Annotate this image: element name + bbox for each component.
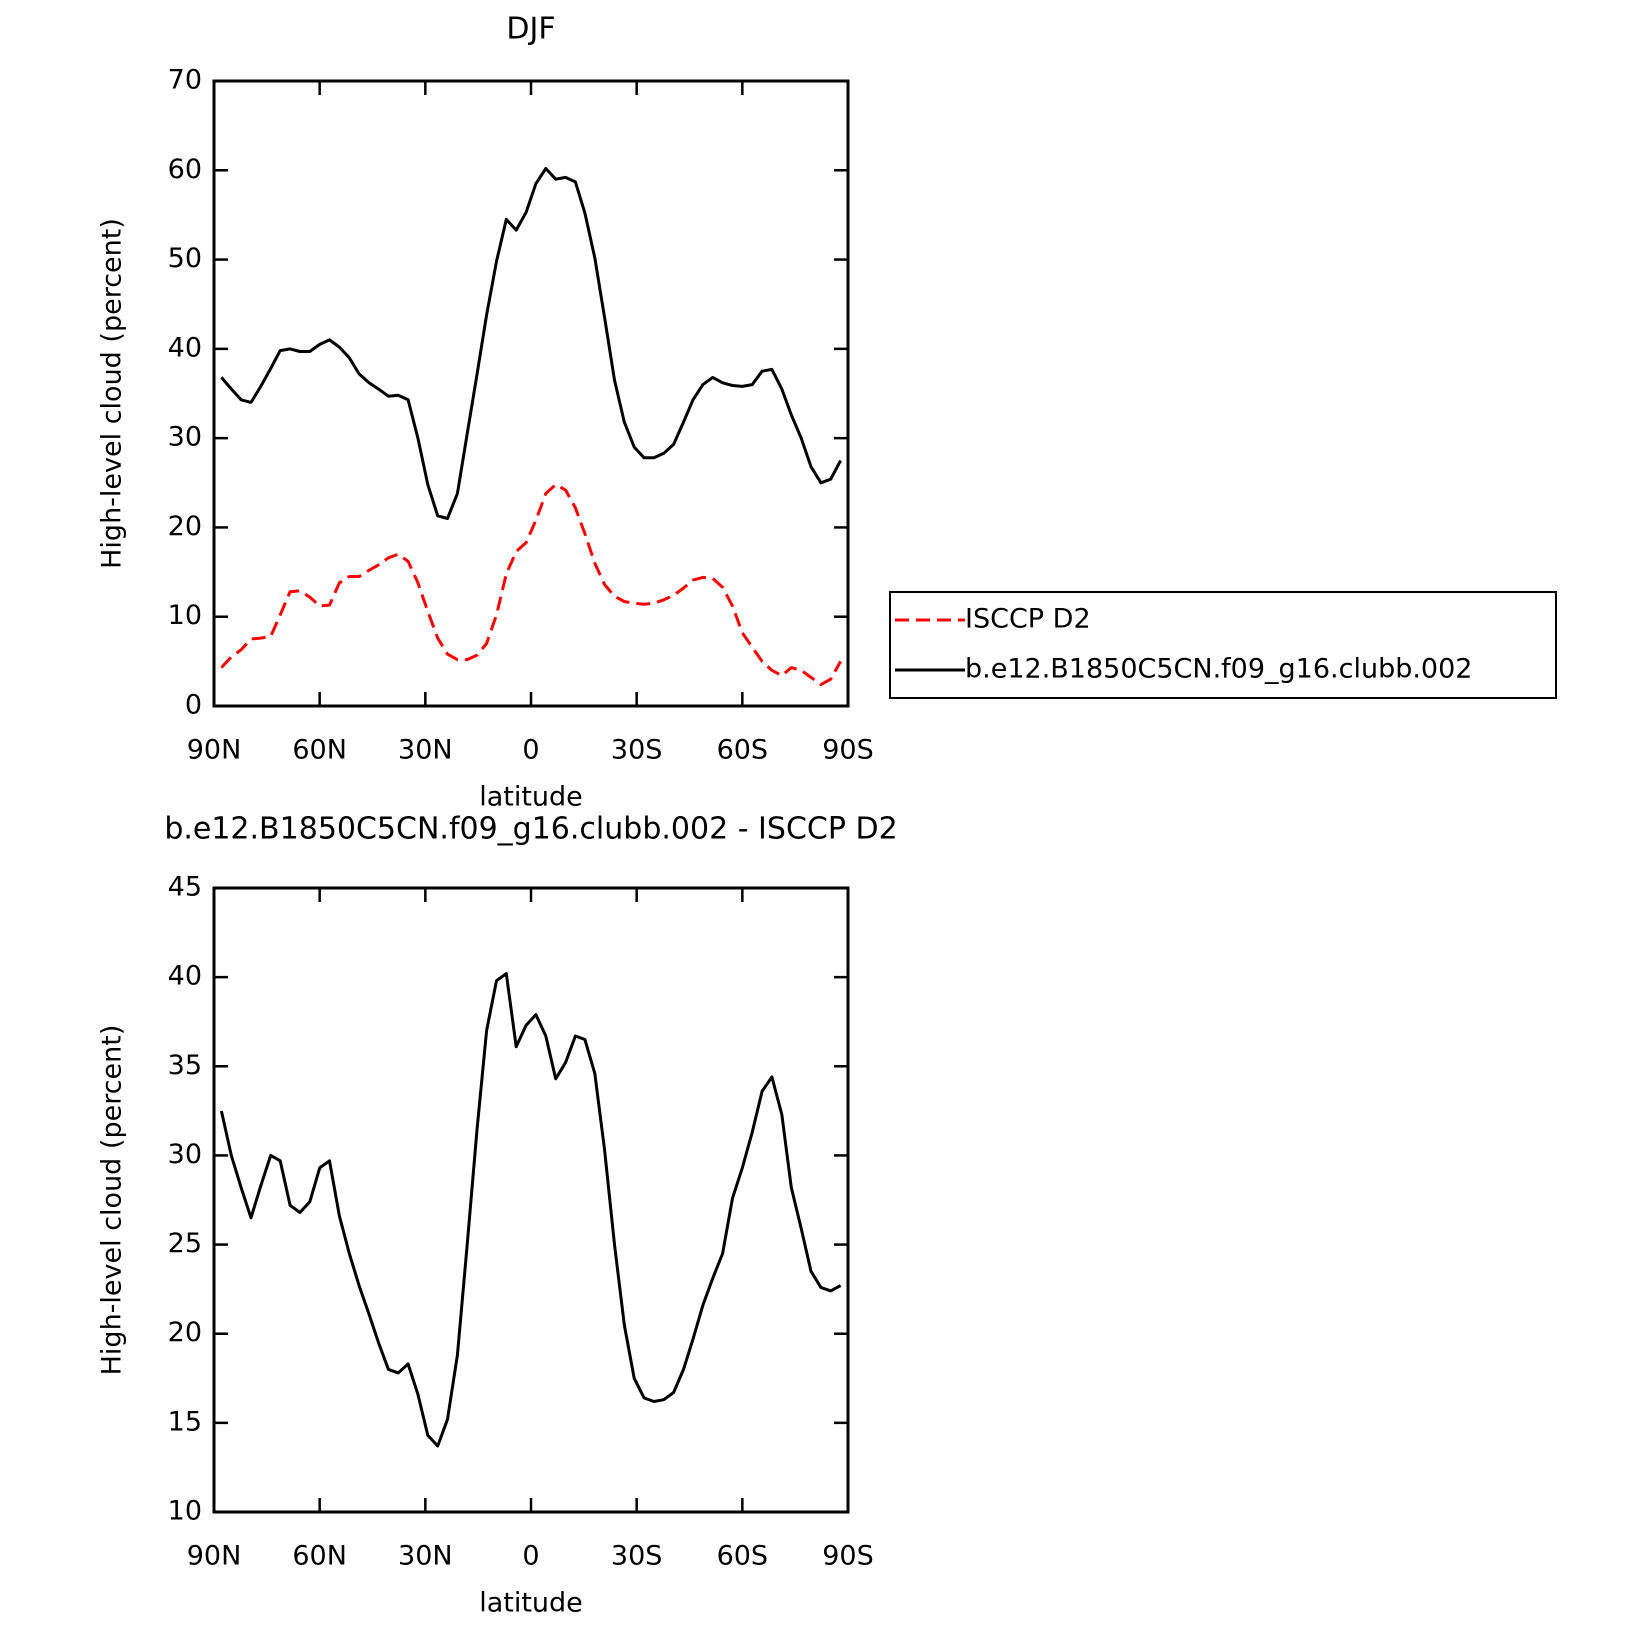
y-tick-label: 40 (168, 332, 202, 363)
y-tick-label: 45 (168, 872, 202, 903)
y-tick-label: 20 (168, 1317, 202, 1348)
legend-label: ISCCP D2 (965, 604, 1091, 635)
x-tick-label: 90N (187, 1541, 242, 1572)
chart-title: b.e12.B1850C5CN.f09_g16.clubb.002 - ISCC… (164, 812, 897, 847)
y-tick-label: 15 (168, 1406, 202, 1437)
x-tick-label: 30S (611, 1541, 663, 1572)
y-tick-label: 0 (185, 690, 202, 721)
x-tick-label: 90S (822, 735, 874, 766)
x-tick-label: 30S (611, 735, 663, 766)
y-tick-label: 30 (168, 1139, 202, 1170)
data-line (219, 972, 842, 1448)
x-tick-label: 90S (822, 1541, 874, 1572)
y-tick-label: 10 (168, 600, 202, 631)
x-axis-label: latitude (479, 782, 583, 813)
data-line (220, 167, 842, 520)
y-tick-label: 10 (168, 1496, 202, 1527)
x-tick-label: 60N (292, 1541, 347, 1572)
x-tick-label: 0 (522, 1541, 539, 1572)
x-tick-label: 60N (292, 735, 347, 766)
y-tick-label: 70 (168, 65, 202, 96)
x-axis-label: latitude (479, 1588, 583, 1619)
legend-box (889, 591, 1557, 699)
chart-title: DJF (506, 12, 555, 47)
y-tick-label: 50 (168, 243, 202, 274)
y-tick-label: 20 (168, 511, 202, 542)
y-tick-label: 35 (168, 1050, 202, 1081)
x-tick-label: 90N (187, 735, 242, 766)
y-tick-label: 40 (168, 961, 202, 992)
x-tick-label: 0 (522, 735, 539, 766)
y-axis-label: High-level cloud (percent) (97, 1025, 128, 1376)
legend-label: b.e12.B1850C5CN.f09_g16.clubb.002 (965, 654, 1472, 685)
plot-frame (212, 886, 850, 1514)
y-tick-label: 60 (168, 154, 202, 185)
x-tick-label: 60S (717, 735, 769, 766)
x-tick-label: 60S (717, 1541, 769, 1572)
plot-frame (212, 79, 850, 708)
data-line (220, 483, 842, 687)
y-tick-label: 30 (168, 422, 202, 453)
y-axis-label: High-level cloud (percent) (97, 218, 128, 569)
x-tick-label: 30N (398, 1541, 453, 1572)
y-tick-label: 25 (168, 1228, 202, 1259)
x-tick-label: 30N (398, 735, 453, 766)
